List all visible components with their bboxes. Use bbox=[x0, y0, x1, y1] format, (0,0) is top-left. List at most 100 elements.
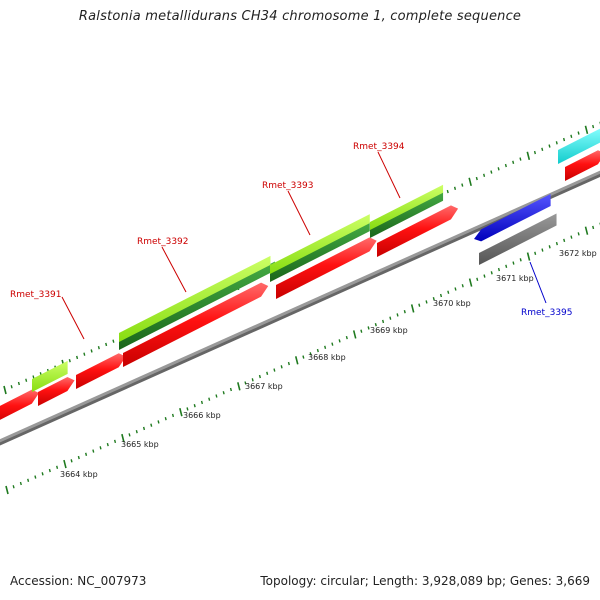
minor-tick bbox=[90, 349, 93, 353]
cds-arrow[interactable] bbox=[565, 150, 600, 181]
minor-tick bbox=[454, 287, 457, 291]
scale-label: 3664 kbp bbox=[60, 470, 98, 479]
minor-tick bbox=[83, 352, 86, 356]
minor-tick bbox=[446, 189, 449, 194]
minor-tick bbox=[302, 355, 305, 359]
major-tick bbox=[121, 433, 125, 443]
minor-tick bbox=[389, 316, 392, 320]
minor-tick bbox=[360, 329, 363, 333]
scale-label: 3667 kbp bbox=[245, 382, 283, 391]
feature-cyan-bar[interactable] bbox=[558, 127, 600, 164]
scale-label: 3670 kbp bbox=[433, 299, 471, 308]
gene-label[interactable]: Rmet_3393 bbox=[262, 181, 314, 191]
cds-rmet-3391-arrow[interactable] bbox=[38, 377, 75, 406]
map-title: Ralstonia metallidurans CH34 chromosome … bbox=[78, 9, 522, 24]
minor-tick bbox=[19, 481, 22, 486]
minor-tick bbox=[244, 381, 247, 385]
minor-tick bbox=[338, 339, 341, 343]
major-tick bbox=[5, 485, 9, 495]
minor-tick bbox=[519, 258, 522, 262]
minor-tick bbox=[548, 144, 551, 148]
minor-tick bbox=[519, 157, 522, 161]
cds-arrow[interactable] bbox=[76, 353, 126, 389]
gene-dark-band[interactable] bbox=[270, 222, 370, 282]
minor-tick bbox=[106, 442, 109, 447]
genome-summary-text: Topology: circular; Length: 3,928,089 bp… bbox=[260, 574, 590, 588]
major-tick bbox=[584, 226, 589, 235]
gene-label[interactable]: Rmet_3391 bbox=[10, 290, 62, 300]
minor-tick bbox=[251, 378, 254, 382]
minor-tick bbox=[208, 397, 211, 401]
minor-tick bbox=[512, 160, 515, 164]
minor-tick bbox=[157, 420, 160, 424]
minor-tick bbox=[592, 124, 595, 129]
gene-rmet-3394-bar[interactable] bbox=[370, 184, 444, 230]
gene-bar[interactable] bbox=[32, 360, 68, 392]
minor-tick bbox=[229, 387, 232, 392]
minor-tick bbox=[570, 134, 573, 138]
minor-tick bbox=[222, 391, 225, 395]
minor-tick bbox=[150, 423, 153, 427]
minor-tick bbox=[555, 241, 558, 246]
gene-rmet-3393-bar[interactable] bbox=[270, 214, 370, 274]
minor-tick bbox=[490, 170, 493, 174]
minor-tick bbox=[273, 368, 276, 372]
minor-tick bbox=[577, 232, 580, 236]
minor-tick bbox=[266, 371, 269, 375]
minor-tick bbox=[541, 248, 544, 252]
major-tick bbox=[352, 330, 357, 339]
minor-tick bbox=[570, 235, 573, 239]
gene-label[interactable]: Rmet_3395 bbox=[521, 308, 573, 318]
gene-dark-band[interactable] bbox=[119, 261, 275, 350]
minor-tick bbox=[505, 264, 508, 268]
minor-tick bbox=[461, 183, 464, 187]
cds-rmet-3395-arrow[interactable] bbox=[474, 193, 551, 242]
minor-tick bbox=[439, 293, 443, 298]
minor-tick bbox=[10, 385, 13, 389]
minor-tick bbox=[309, 352, 312, 356]
minor-tick bbox=[186, 407, 189, 411]
major-tick bbox=[3, 385, 7, 395]
major-tick bbox=[179, 407, 183, 417]
minor-tick bbox=[577, 131, 580, 135]
cds-rmet-3394-arrow[interactable] bbox=[377, 205, 459, 257]
minor-tick bbox=[512, 261, 515, 265]
cds-rmet-3393-arrow[interactable] bbox=[276, 237, 377, 299]
gene-dark-band[interactable] bbox=[370, 191, 444, 238]
scale-label: 3666 kbp bbox=[183, 411, 221, 420]
minor-tick bbox=[27, 478, 30, 482]
minor-tick bbox=[48, 468, 51, 473]
minor-tick bbox=[396, 313, 399, 317]
minor-tick bbox=[367, 326, 370, 330]
minor-tick bbox=[171, 413, 175, 418]
minor-tick bbox=[497, 267, 501, 272]
minor-tick bbox=[25, 378, 28, 382]
minor-tick bbox=[113, 439, 117, 444]
minor-tick bbox=[548, 245, 551, 249]
minor-tick bbox=[563, 238, 566, 243]
gene-label[interactable]: Rmet_3394 bbox=[353, 142, 405, 152]
minor-tick bbox=[533, 150, 537, 155]
minor-tick bbox=[592, 225, 595, 230]
scale-label: 3671 kbp bbox=[496, 274, 534, 283]
minor-tick bbox=[193, 404, 196, 408]
gene-rmet-3392-bar[interactable] bbox=[119, 255, 271, 342]
minor-tick bbox=[164, 417, 167, 421]
backbone-shadow bbox=[0, 171, 600, 446]
minor-tick bbox=[555, 141, 558, 145]
major-tick bbox=[294, 356, 299, 365]
gene-rmet-3395-bar[interactable] bbox=[479, 213, 557, 265]
cds-arrow[interactable] bbox=[0, 389, 40, 425]
minor-tick bbox=[128, 433, 131, 437]
minor-tick bbox=[403, 310, 406, 314]
major-tick bbox=[410, 304, 415, 313]
minor-tick bbox=[99, 446, 102, 450]
minor-tick bbox=[331, 342, 334, 346]
cds-rmet-3392-arrow[interactable] bbox=[123, 282, 269, 367]
major-tick bbox=[468, 278, 473, 287]
gene-label[interactable]: Rmet_3392 bbox=[137, 237, 189, 247]
scale-label: 3665 kbp bbox=[121, 440, 159, 449]
minor-tick bbox=[345, 335, 348, 340]
minor-tick bbox=[68, 359, 71, 363]
